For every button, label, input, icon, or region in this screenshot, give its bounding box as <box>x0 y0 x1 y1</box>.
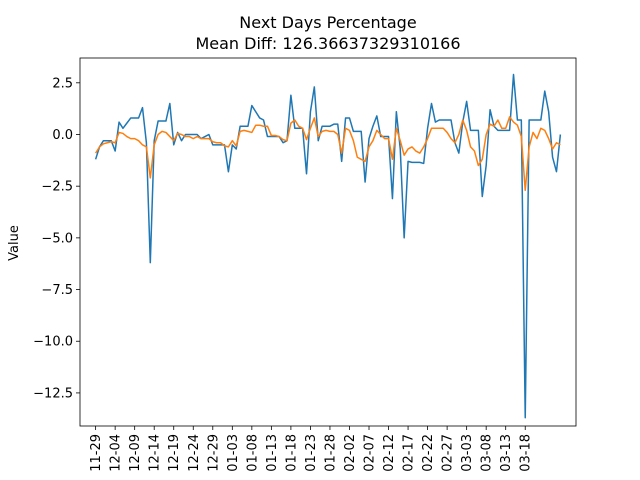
x-tick-label: 01-13 <box>265 434 280 472</box>
y-tick-label: −2.5 <box>41 180 73 195</box>
x-tick-label: 02-27 <box>441 434 456 472</box>
x-tick-label: 01-18 <box>284 434 299 472</box>
y-tick-label: 0.0 <box>52 128 73 143</box>
x-tick-label: 02-07 <box>363 434 378 472</box>
y-tick-label: −7.5 <box>41 283 73 298</box>
x-tick-label: 02-17 <box>402 434 417 472</box>
x-tick-label: 12-14 <box>148 434 163 472</box>
y-tick-label: −12.5 <box>33 386 73 401</box>
x-tick-label: 03-13 <box>499 434 514 472</box>
x-tick-label: 02-02 <box>343 434 358 472</box>
x-tick-label: 12-24 <box>187 434 202 472</box>
series-line-1 <box>94 73 562 419</box>
series-line-2 <box>94 116 561 192</box>
x-tick-label: 01-03 <box>226 434 241 472</box>
x-tick-label: 12-04 <box>109 434 124 472</box>
axes-frame <box>79 57 577 427</box>
x-tick-label: 02-12 <box>382 434 397 472</box>
x-tick-label: 12-29 <box>206 434 221 472</box>
x-tick-label: 01-23 <box>304 434 319 472</box>
x-tick-label: 12-09 <box>128 434 143 472</box>
x-tick-label: 01-08 <box>245 434 260 472</box>
x-tick-label: 02-22 <box>421 434 436 472</box>
plot-area: 2.5 0.0 −2.5 −5.0 −7.5 −10.0 −12.5 11-29 12-04 12… <box>33 57 577 472</box>
y-tick-label: −5.0 <box>41 231 73 246</box>
y-axis-label: Value <box>7 225 22 261</box>
x-tick-label: 03-03 <box>460 434 475 472</box>
chart-subtitle: Mean Diff: 126.36637329310166 <box>195 34 460 53</box>
y-tick-label: 2.5 <box>52 76 73 91</box>
x-tick-label: 01-28 <box>323 434 338 472</box>
y-tick-label: −10.0 <box>33 335 73 350</box>
x-tick-label: 03-18 <box>519 434 534 472</box>
x-tick-label: 11-29 <box>89 434 104 472</box>
x-tick-label: 12-19 <box>167 434 182 472</box>
x-tick-label: 03-08 <box>480 434 495 472</box>
chart-title: Next Days Percentage <box>239 13 416 32</box>
